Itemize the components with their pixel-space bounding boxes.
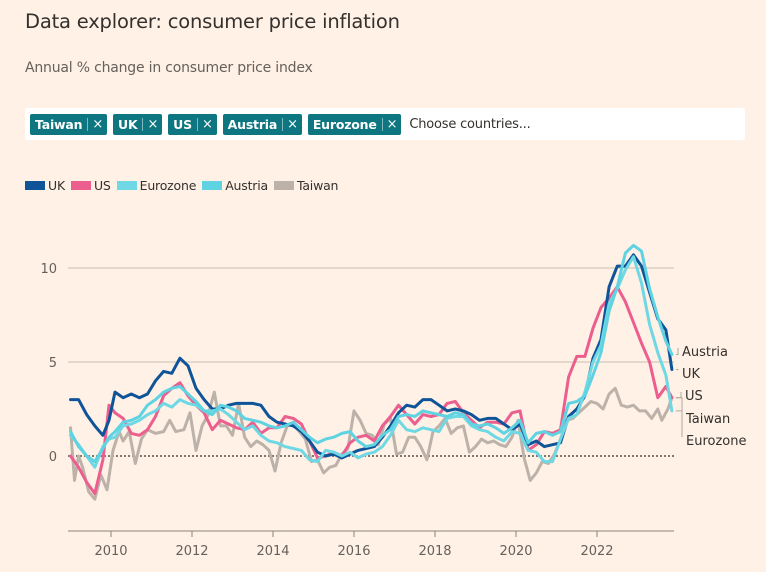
series-line-uk <box>69 253 674 460</box>
chip-divider <box>381 117 383 131</box>
country-search-input[interactable]: Choose countries... <box>409 116 531 132</box>
end-label-eurozone: Eurozone <box>686 434 746 449</box>
end-label-uk: UK <box>682 367 701 382</box>
legend-item-us: US <box>70 178 111 193</box>
chip-eurozone: Eurozone × <box>307 113 402 135</box>
remove-taiwan-icon[interactable]: × <box>92 116 104 132</box>
x-tick-label: 2014 <box>256 544 289 559</box>
x-tick-label: 2012 <box>175 544 208 559</box>
chip-us: US × <box>168 113 217 135</box>
legend-item-uk: UK <box>25 178 65 193</box>
page-subtitle: Annual % change in consumer price index <box>25 60 313 76</box>
legend-label: Eurozone <box>139 178 197 193</box>
y-tick-label: 0 <box>49 450 57 465</box>
legend-swatch-uk <box>25 181 45 190</box>
series-line-eurozone <box>69 255 674 469</box>
end-label-us: US <box>685 389 703 404</box>
remove-austria-icon[interactable]: × <box>287 116 298 132</box>
y-tick-label: 10 <box>40 262 57 277</box>
remove-uk-icon[interactable]: × <box>147 116 159 132</box>
remove-us-icon[interactable]: × <box>201 116 213 132</box>
remove-eurozone-icon[interactable]: × <box>386 116 398 132</box>
legend-item-austria: Austria <box>202 178 268 193</box>
y-tick-label: 5 <box>49 356 57 371</box>
chip-austria: Austria × <box>222 113 302 135</box>
leader-line-us <box>675 392 682 399</box>
chip-divider <box>282 117 284 131</box>
chip-uk: UK × <box>113 113 163 135</box>
chip-divider <box>196 117 198 131</box>
x-tick-label: 2016 <box>337 544 370 559</box>
x-tick-label: 2022 <box>580 544 613 559</box>
x-tick-label: 2010 <box>94 544 127 559</box>
x-tick-label: 2018 <box>418 544 451 559</box>
chip-divider <box>142 117 144 131</box>
chip-label: US <box>173 116 192 132</box>
chip-divider <box>87 117 89 131</box>
legend-swatch-austria <box>202 181 223 190</box>
legend-label: UK <box>48 178 65 193</box>
legend-label: Austria <box>225 178 268 193</box>
x-tick-label: 2020 <box>499 544 532 559</box>
leader-line-eurozone <box>675 410 683 437</box>
chip-taiwan: Taiwan × <box>30 113 108 135</box>
leader-line-taiwan <box>675 397 683 415</box>
series-line-austria <box>69 243 674 464</box>
legend-swatch-taiwan <box>273 181 294 190</box>
end-label-taiwan: Taiwan <box>685 412 730 427</box>
legend-label: Taiwan <box>296 178 339 193</box>
chip-label: Eurozone <box>312 116 377 132</box>
chip-label: Taiwan <box>35 116 83 132</box>
leader-line-austria <box>675 348 679 355</box>
legend-label: US <box>93 178 111 193</box>
series-line-us <box>69 285 674 496</box>
chart-legend: UK US Eurozone Austria Taiwan <box>25 178 344 193</box>
legend-swatch-eurozone <box>116 181 137 190</box>
legend-item-taiwan: Taiwan <box>273 178 339 193</box>
end-label-austria: Austria <box>682 345 728 360</box>
chip-label: Austria <box>227 116 278 132</box>
legend-swatch-us <box>70 181 91 190</box>
legend-item-eurozone: Eurozone <box>116 178 197 193</box>
chip-label: UK <box>118 116 138 132</box>
country-picker[interactable]: Taiwan × UK × US × Austria × Eurozone × Choos… <box>25 108 745 140</box>
page-title: Data explorer: consumer price inflation <box>25 10 400 33</box>
